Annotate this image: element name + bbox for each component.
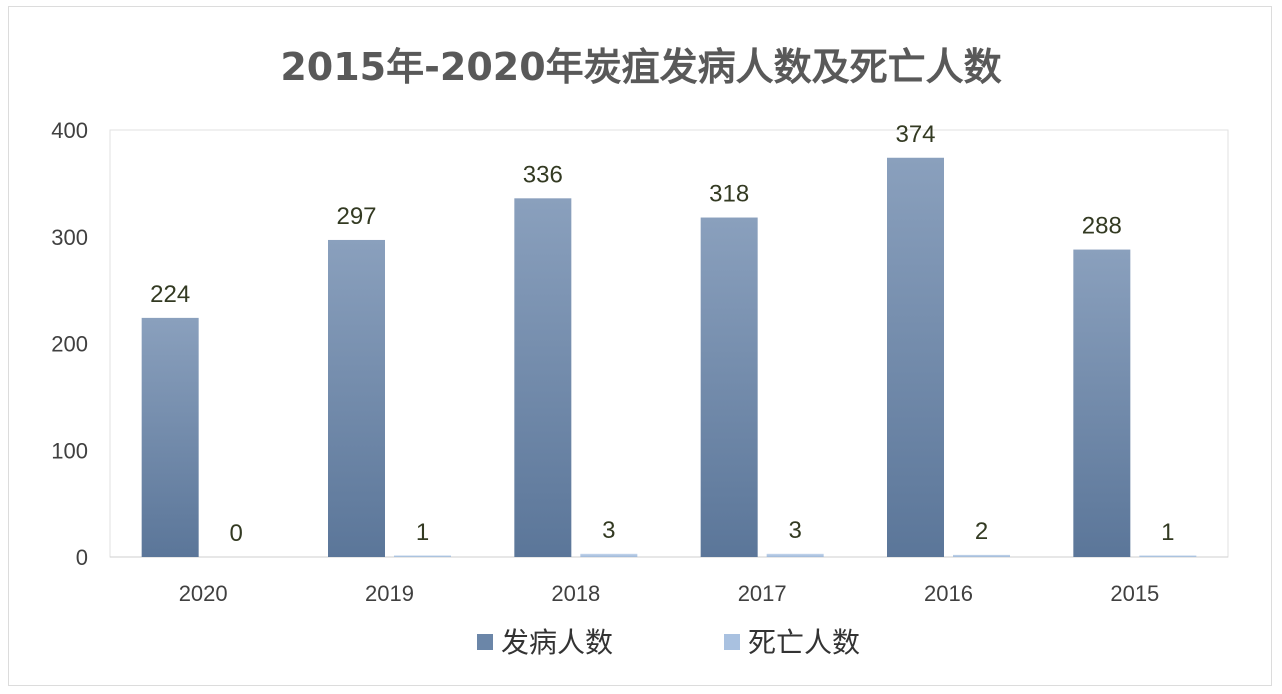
bar-deaths-2015 [1139, 555, 1197, 557]
bar-deaths-2017 [766, 553, 824, 557]
y-tick-label: 300 [51, 225, 88, 250]
data-label: 1 [1161, 519, 1174, 546]
y-tick-label: 100 [51, 438, 88, 463]
x-tick-label: 2017 [738, 581, 787, 606]
plot-area [109, 129, 1229, 558]
data-label: 3 [788, 517, 801, 544]
bars: 224 0 297 1 336 3 318 3 374 2 288 1 [141, 121, 1197, 557]
data-label: 336 [523, 161, 563, 188]
bar-deaths-2018 [580, 553, 638, 557]
bar-cases-2017 [700, 217, 758, 557]
x-tick-label: 2018 [551, 581, 600, 606]
y-tick-label: 400 [51, 118, 88, 143]
x-tick-label: 2016 [924, 581, 973, 606]
bar-cases-2015 [1073, 249, 1131, 557]
data-label: 297 [336, 203, 376, 230]
x-tick-label: 2020 [179, 581, 228, 606]
legend-label: 死亡人数 [748, 626, 860, 659]
data-label: 224 [150, 281, 190, 308]
legend: 发病人数 死亡人数 [477, 626, 860, 659]
chart-frame [8, 6, 1272, 686]
x-axis: 2020 2019 2018 2017 2016 2015 [179, 581, 1160, 606]
x-tick-label: 2015 [1110, 581, 1159, 606]
data-label: 1 [416, 519, 429, 546]
bar-cases-2018 [514, 198, 572, 557]
legend-swatch [477, 634, 493, 650]
bar-deaths-2019 [394, 555, 451, 557]
data-label: 288 [1082, 213, 1122, 240]
bar-deaths-2016 [953, 554, 1010, 557]
legend-swatch [724, 634, 740, 650]
y-tick-label: 0 [76, 545, 88, 570]
y-axis: 0 100 200 300 400 [51, 118, 88, 570]
legend-label: 发病人数 [501, 626, 613, 659]
data-label: 3 [602, 517, 615, 544]
bar-cases-2016 [887, 157, 944, 557]
y-tick-label: 200 [51, 332, 88, 357]
chart-title: 2015年-2020年炭疽发病人数及死亡人数 [280, 45, 1001, 89]
data-label: 2 [975, 518, 988, 545]
data-label: 0 [229, 520, 242, 547]
data-label: 374 [895, 121, 935, 148]
x-tick-label: 2019 [365, 581, 414, 606]
bar-cases-2020 [141, 317, 199, 557]
bar-cases-2019 [328, 239, 385, 557]
data-label: 318 [709, 181, 749, 208]
